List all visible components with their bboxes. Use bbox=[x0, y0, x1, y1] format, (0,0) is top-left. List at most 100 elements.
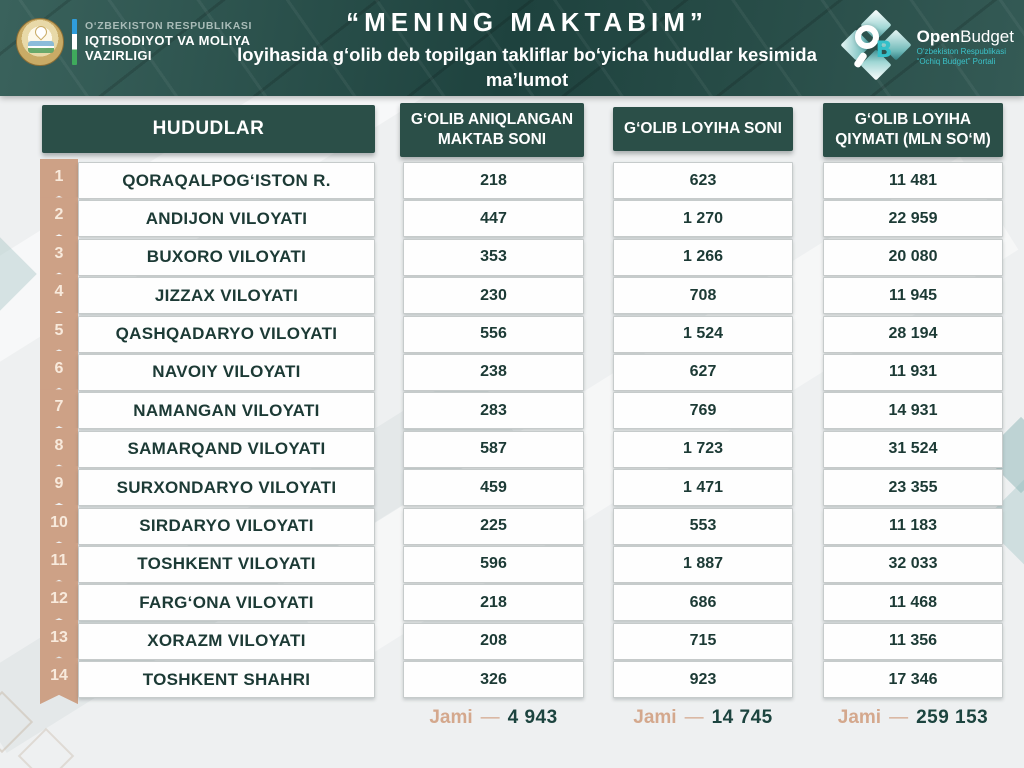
total-projects: Jami — 14 745 bbox=[613, 703, 793, 733]
schools-cell: 556 bbox=[403, 315, 584, 353]
value-cell: 11 945 bbox=[823, 277, 1003, 315]
projects-cell: 1 266 bbox=[613, 238, 793, 276]
table-row: 11 TOSHKENT VILOYATI 596 1 887 32 033 bbox=[0, 542, 1024, 589]
value-cell: 32 033 bbox=[823, 545, 1003, 583]
projects-cell: 708 bbox=[613, 277, 793, 315]
table-row: 8 SAMARQAND VILOYATI 587 1 723 31 524 bbox=[0, 427, 1024, 474]
schools-cell: 326 bbox=[403, 661, 584, 699]
projects-cell: 1 887 bbox=[613, 545, 793, 583]
region-cell: TOSHKENT SHAHRI bbox=[78, 661, 375, 699]
value-cell: 11 931 bbox=[823, 353, 1003, 391]
value-cell: 11 481 bbox=[823, 162, 1003, 199]
ministry-line3: VAZIRLIGI bbox=[85, 48, 152, 64]
region-cell: SAMARQAND VILOYATI bbox=[78, 430, 375, 468]
schools-cell: 208 bbox=[403, 622, 584, 660]
total-label: Jami bbox=[633, 707, 677, 728]
ministry-name: O‘ZBEKISTON RESPUBLIKASI IQTISODIYOT VA … bbox=[85, 20, 252, 65]
column-header-projects: G‘OLIB LOYIHA SONI bbox=[613, 107, 793, 151]
magnifier-icon bbox=[854, 25, 879, 49]
region-cell: FARG‘ONA VILOYATI bbox=[78, 584, 375, 622]
uzbekistan-emblem-icon bbox=[16, 18, 64, 66]
region-cell: SURXONDARYO VILOYATI bbox=[78, 469, 375, 507]
schools-cell: 459 bbox=[403, 469, 584, 507]
page-title: “MENING MAKTABIM” bbox=[346, 7, 708, 37]
projects-cell: 553 bbox=[613, 507, 793, 545]
openbudget-mark-icon: B bbox=[840, 9, 912, 82]
ministry-line2: IQTISODIYOT VA MOLIYA bbox=[85, 32, 251, 48]
openbudget-brand: OpenBudget bbox=[917, 27, 1014, 47]
table-row: 3 BUXORO VILOYATI 353 1 266 20 080 bbox=[0, 235, 1024, 282]
region-cell: NAVOIY VILOYATI bbox=[78, 353, 375, 391]
schools-cell: 225 bbox=[403, 507, 584, 545]
table-row: 10 SIRDARYO VILOYATI 225 553 11 183 bbox=[0, 504, 1024, 551]
total-label: Jami bbox=[837, 707, 882, 728]
brand-open: Open bbox=[916, 27, 961, 47]
table-row: 9 SURXONDARYO VILOYATI 459 1 471 23 355 bbox=[0, 466, 1024, 513]
value-cell: 14 931 bbox=[823, 392, 1003, 430]
value-cell: 22 959 bbox=[823, 200, 1003, 238]
value-cell: 17 346 bbox=[823, 661, 1003, 699]
title-block: “MENING MAKTABIM” loyihasida g‘olib deb … bbox=[205, 7, 849, 93]
total-schools: Jami — 4 943 bbox=[403, 703, 584, 733]
schools-cell: 587 bbox=[403, 430, 584, 468]
table-row: 14 TOSHKENT SHAHRI 326 923 17 346 bbox=[0, 658, 1024, 705]
row-number-badge: 14 bbox=[40, 658, 78, 705]
projects-cell: 923 bbox=[613, 661, 793, 699]
schools-cell: 218 bbox=[403, 162, 584, 199]
table-row: 6 NAVOIY VILOYATI 238 627 11 931 bbox=[0, 350, 1024, 397]
value-cell: 11 468 bbox=[823, 584, 1003, 622]
row-number-badge: 5 bbox=[40, 312, 78, 359]
logo-letter-b: B bbox=[875, 38, 893, 63]
total-label: Jami bbox=[429, 707, 473, 728]
openbudget-subtitle: O‘zbekiston Respublikasi “Ochiq Budget” … bbox=[917, 47, 1014, 67]
row-number-badge: 13 bbox=[40, 619, 78, 666]
region-cell: SIRDARYO VILOYATI bbox=[78, 507, 375, 545]
region-cell: BUXORO VILOYATI bbox=[78, 238, 375, 276]
value-cell: 23 355 bbox=[823, 469, 1003, 507]
value-cell: 20 080 bbox=[823, 238, 1003, 276]
value-cell: 11 356 bbox=[823, 622, 1003, 660]
region-cell: XORAZM VILOYATI bbox=[78, 622, 375, 660]
column-header-regions: HUDUDLAR bbox=[42, 105, 375, 153]
table-row: 13 XORAZM VILOYATI 208 715 11 356 bbox=[0, 619, 1024, 666]
subtitle-line1: loyihasida g‘olib deb topilgan takliflar… bbox=[237, 44, 817, 65]
schools-cell: 218 bbox=[403, 584, 584, 622]
column-header-schools: G‘OLIB ANIQLANGAN MAKTAB SONI bbox=[400, 103, 584, 157]
total-dash: — bbox=[889, 707, 909, 728]
table-row: 7 NAMANGAN VILOYATI 283 769 14 931 bbox=[0, 389, 1024, 436]
total-value: Jami — 259 153 bbox=[823, 703, 1003, 733]
schools-cell: 596 bbox=[403, 545, 584, 583]
openbudget-logo: B OpenBudget O‘zbekiston Respublikasi “O… bbox=[840, 9, 1014, 82]
projects-cell: 1 524 bbox=[613, 315, 793, 353]
table-row: 5 QASHQADARYO VILOYATI 556 1 524 28 194 bbox=[0, 312, 1024, 359]
totals-row: Jami — 4 943 Jami — 14 745 Jami — 259 15… bbox=[0, 703, 1024, 733]
projects-cell: 715 bbox=[613, 622, 793, 660]
brand-budget: Budget bbox=[960, 27, 1014, 47]
projects-cell: 1 270 bbox=[613, 200, 793, 238]
projects-cell: 1 471 bbox=[613, 469, 793, 507]
uzbekistan-flag-bar-icon bbox=[72, 19, 77, 65]
region-cell: JIZZAX VILOYATI bbox=[78, 277, 375, 315]
table-area: HUDUDLAR G‘OLIB ANIQLANGAN MAKTAB SONI G… bbox=[0, 96, 1024, 768]
column-header-value: G‘OLIB LOYIHA QIYMATI (MLN SO‘M) bbox=[823, 103, 1003, 157]
value-cell: 28 194 bbox=[823, 315, 1003, 353]
schools-cell: 238 bbox=[403, 353, 584, 391]
projects-cell: 769 bbox=[613, 392, 793, 430]
total-dash: — bbox=[480, 707, 500, 728]
ministry-line1: O‘ZBEKISTON RESPUBLIKASI bbox=[85, 19, 253, 32]
table-row: 2 ANDIJON VILOYATI 447 1 270 22 959 bbox=[0, 197, 1024, 244]
page-subtitle: loyihasida g‘olib deb topilgan takliflar… bbox=[205, 43, 849, 93]
openbudget-text: OpenBudget O‘zbekiston Respublikasi “Och… bbox=[917, 27, 1014, 67]
value-cell: 31 524 bbox=[823, 430, 1003, 468]
projects-cell: 623 bbox=[613, 162, 793, 199]
region-cell: QORAQALPOG‘ISTON R. bbox=[78, 162, 375, 199]
value-cell: 11 183 bbox=[823, 507, 1003, 545]
table-row: 4 JIZZAX VILOYATI 230 708 11 945 bbox=[0, 274, 1024, 321]
region-cell: TOSHKENT VILOYATI bbox=[78, 545, 375, 583]
table-rows: 1 QORAQALPOG‘ISTON R. 218 623 11 481 2 A… bbox=[0, 159, 1024, 705]
schools-cell: 230 bbox=[403, 277, 584, 315]
total-value-value: 259 153 bbox=[916, 707, 989, 728]
projects-cell: 686 bbox=[613, 584, 793, 622]
header-banner: O‘ZBEKISTON RESPUBLIKASI IQTISODIYOT VA … bbox=[0, 0, 1024, 96]
openbudget-sub2: “Ochiq Budget” Portali bbox=[916, 56, 996, 66]
